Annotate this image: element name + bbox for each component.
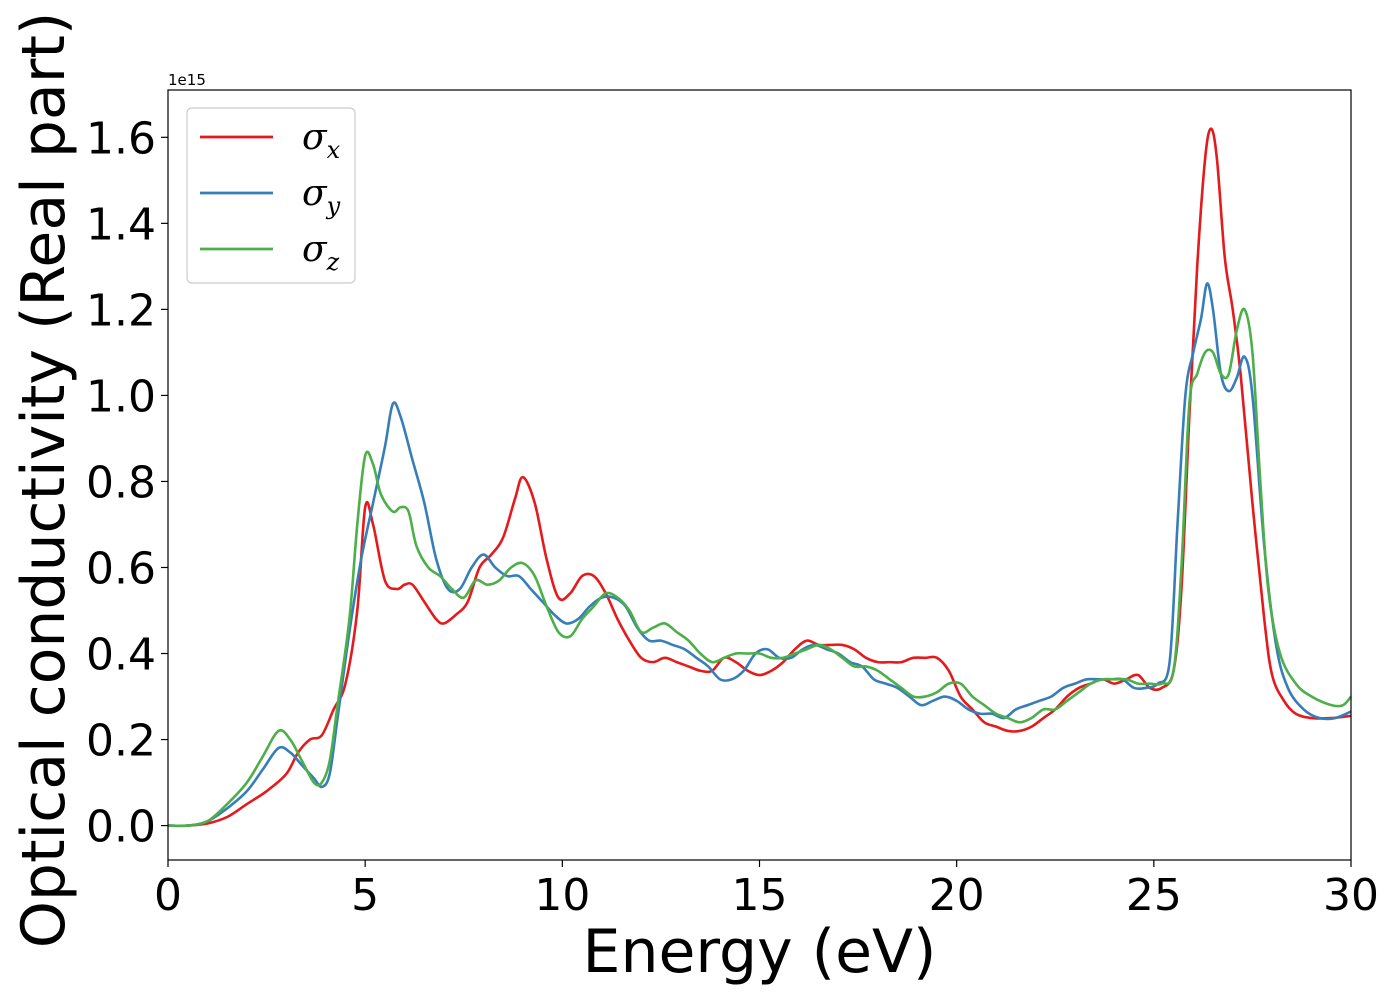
y-axis-label: Optical conductivity (Real part) <box>9 12 79 949</box>
x-tick-label: 5 <box>351 870 379 921</box>
y-offset-label: 1e15 <box>168 71 206 89</box>
y-tick-label: 0.0 <box>86 802 156 853</box>
y-tick-label: 1.6 <box>86 113 156 164</box>
series-line-z <box>167 307 1353 828</box>
y-tick-label: 0.8 <box>86 457 156 508</box>
y-tick-label: 1.2 <box>86 285 156 336</box>
legend-entry-x: σx <box>200 117 341 164</box>
y-tick-label: 0.6 <box>86 543 156 594</box>
y-tick-label: 0.2 <box>86 716 156 767</box>
legend-entry-z: σz <box>200 229 340 276</box>
legend-entry-y: σy <box>200 173 341 220</box>
legend-label: σx <box>302 117 341 164</box>
series-layer <box>167 127 1353 828</box>
x-tick-label: 25 <box>1126 870 1182 921</box>
x-axis: 0 5 10 15 20 25 30 <box>154 860 1379 921</box>
legend: σx σy σz <box>186 107 356 284</box>
y-tick-label: 1.4 <box>86 199 156 250</box>
legend-label: σy <box>302 173 341 220</box>
x-tick-label: 10 <box>534 870 590 921</box>
x-axis-label: Energy (eV) <box>583 917 937 987</box>
x-tick-label: 0 <box>154 870 182 921</box>
x-tick-label: 30 <box>1323 870 1379 921</box>
series-line-y <box>167 282 1352 828</box>
x-tick-label: 15 <box>732 870 788 921</box>
y-tick-label: 1.0 <box>86 371 156 422</box>
x-tick-label: 20 <box>929 870 985 921</box>
y-axis: 0.0 0.2 0.4 0.6 0.8 1.0 1.2 1.4 1.6 <box>86 113 168 853</box>
legend-label: σz <box>302 229 340 276</box>
legend-box <box>186 107 356 284</box>
y-tick-label: 0.4 <box>86 630 156 681</box>
